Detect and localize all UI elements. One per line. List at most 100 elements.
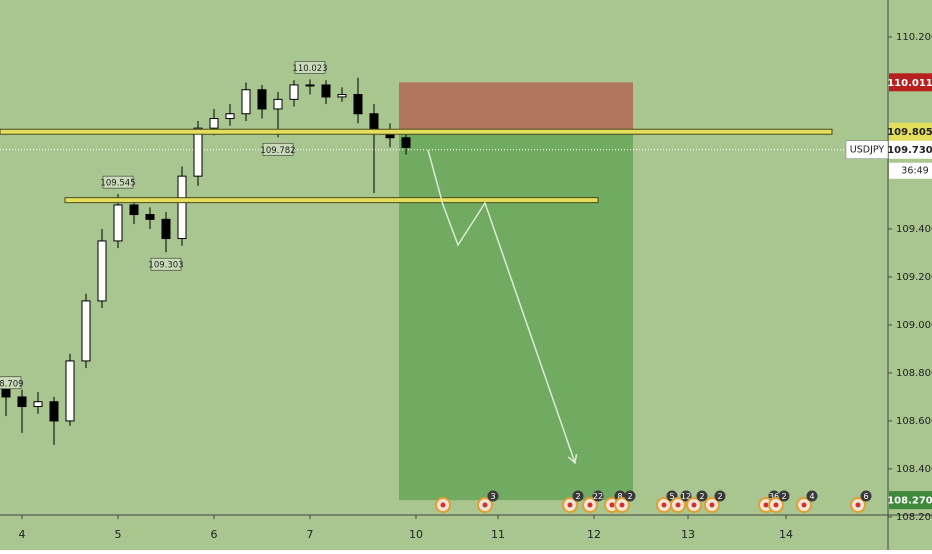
target-price: 108.270	[887, 496, 932, 507]
target-zone	[399, 131, 633, 501]
event-icon-dot	[619, 502, 625, 508]
candle-body	[161, 218, 171, 240]
candle-body	[225, 113, 235, 120]
price-note-box	[0, 376, 22, 390]
price-note: 109.782	[260, 146, 295, 156]
price-note: 110.023	[292, 64, 327, 74]
x-tick-label: 10	[409, 528, 423, 541]
y-tick-label: 108.400	[896, 464, 932, 475]
countdown: 36:49	[901, 166, 928, 177]
candle-body	[209, 118, 219, 129]
y-tick-label: 109.400	[896, 224, 932, 235]
candle-body	[305, 84, 315, 87]
event-count: 12	[681, 492, 691, 501]
event-count-badge	[696, 490, 708, 502]
event-count-badge	[860, 490, 872, 502]
event-count-badge	[680, 490, 692, 502]
entry-price: 109.805	[887, 127, 932, 138]
event-count-badge	[487, 490, 499, 502]
event-icon-dot	[482, 502, 488, 508]
event-icon-dot	[691, 502, 697, 508]
event-count-badge	[714, 490, 726, 502]
x-tick-label: 6	[211, 528, 218, 541]
candle-body	[321, 84, 331, 98]
y-tick-label: 109.200	[896, 272, 932, 283]
symbol-badge	[845, 140, 889, 159]
event-count: 5	[669, 492, 674, 501]
candle-body	[33, 401, 43, 408]
entry-price-badge	[889, 122, 932, 141]
level-line	[64, 197, 599, 204]
price-note: 108.709	[0, 379, 24, 389]
candle	[97, 228, 107, 309]
stop-price-badge	[889, 73, 932, 92]
last-price-badge	[889, 140, 932, 159]
x-tick-label: 7	[307, 528, 314, 541]
projection-arrowhead	[567, 453, 578, 465]
event-icon-dot	[709, 502, 715, 508]
candle-body	[129, 204, 139, 216]
stop-price: 110.011	[887, 78, 932, 89]
candle-body	[193, 127, 203, 177]
candle	[161, 212, 171, 253]
event-count: 22	[593, 492, 603, 501]
candle-body	[289, 84, 299, 100]
target-price-badge	[889, 491, 932, 510]
event-icon-dot	[440, 502, 446, 508]
price-note: 109.545	[100, 179, 135, 189]
candle	[337, 87, 347, 102]
last-price: 109.730	[887, 145, 932, 156]
symbol: USDJPY	[850, 145, 885, 156]
candle-body	[49, 401, 59, 422]
event-count: 8	[617, 492, 622, 501]
candle	[177, 166, 187, 246]
event-icon-dot	[567, 502, 573, 508]
candle	[65, 353, 75, 426]
event-count: 2	[717, 492, 722, 501]
candle	[321, 80, 331, 105]
projection-path	[427, 149, 576, 464]
candle	[401, 132, 411, 155]
event-icon-dot	[773, 502, 779, 508]
countdown-badge	[889, 162, 932, 179]
candle	[33, 392, 43, 414]
y-tick-label: 108.600	[896, 416, 932, 427]
price-note-box	[294, 61, 326, 74]
x-tick-label: 13	[681, 528, 695, 541]
candle	[353, 77, 363, 124]
event-icon-dot	[609, 502, 615, 508]
event-count: 2	[575, 492, 580, 501]
event-count-badge	[592, 490, 604, 502]
x-tick-label: 5	[115, 528, 122, 541]
level-line	[0, 128, 833, 135]
candle	[81, 293, 91, 369]
candle-body	[337, 94, 347, 98]
candle	[225, 104, 235, 126]
candle	[257, 84, 267, 119]
event-count: 4	[809, 492, 814, 501]
event-count: 3	[490, 492, 495, 501]
price-note-box	[262, 142, 294, 156]
y-tick-label: 108.800	[896, 368, 932, 379]
candle	[241, 82, 251, 121]
x-tick-label: 14	[779, 528, 793, 541]
candle-body	[17, 396, 27, 408]
candle-body	[273, 98, 283, 110]
y-tick-label: 110.200	[896, 32, 932, 43]
price-note: 109.303	[148, 261, 183, 271]
event-count-badge	[778, 490, 790, 502]
candle-body	[257, 89, 267, 110]
candle-body	[401, 137, 411, 148]
y-tick-label: 109.000	[896, 320, 932, 331]
price-note-box	[150, 257, 182, 271]
event-count-badge	[806, 490, 818, 502]
event-count: 36	[769, 492, 779, 501]
event-count: 2	[627, 492, 632, 501]
candle-body	[353, 94, 363, 115]
candle-body	[65, 360, 75, 422]
candle	[289, 80, 299, 107]
event-icon-dot	[587, 502, 593, 508]
stop-zone	[399, 82, 633, 132]
candle-body	[81, 300, 91, 362]
